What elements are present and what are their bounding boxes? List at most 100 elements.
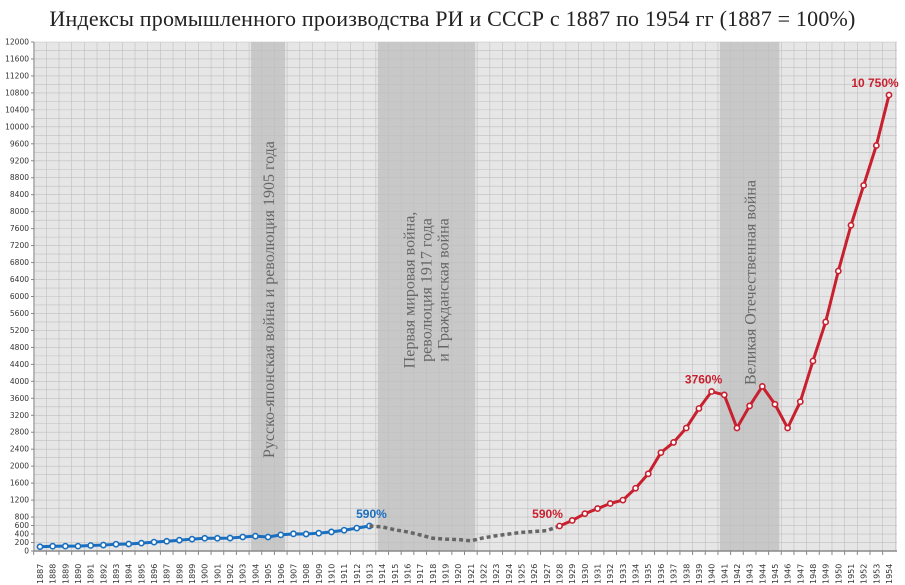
data-point bbox=[556, 522, 563, 530]
y-tick-label: 4400 bbox=[10, 360, 29, 369]
data-point bbox=[87, 542, 95, 549]
x-tick-label: 1892 bbox=[99, 564, 108, 584]
y-tick-label: 6000 bbox=[10, 292, 29, 301]
data-point bbox=[809, 357, 817, 365]
x-tick-label: 1926 bbox=[530, 564, 539, 584]
y-tick-label: 9200 bbox=[10, 156, 29, 165]
data-point bbox=[353, 524, 361, 532]
x-tick-label: 1932 bbox=[606, 564, 615, 584]
y-tick-label: 8000 bbox=[10, 207, 29, 216]
y-tick-label: 4000 bbox=[10, 377, 29, 386]
value-annotation: 590% bbox=[356, 507, 387, 521]
y-tick-label: 10000 bbox=[5, 122, 29, 131]
x-tick-label: 1920 bbox=[454, 564, 463, 584]
data-point bbox=[847, 221, 855, 229]
x-tick-label: 1949 bbox=[822, 564, 831, 584]
x-tick-label: 1928 bbox=[556, 564, 565, 584]
x-tick-label: 1889 bbox=[61, 564, 70, 584]
x-tick-label: 1947 bbox=[796, 564, 805, 584]
data-point bbox=[264, 533, 272, 541]
x-tick-label: 1911 bbox=[340, 564, 349, 584]
data-point bbox=[632, 484, 639, 492]
gridlines bbox=[33, 41, 897, 552]
data-point bbox=[74, 542, 82, 550]
y-tick-label: 200 bbox=[15, 538, 30, 547]
x-tick-label: 1919 bbox=[441, 564, 450, 584]
data-point bbox=[568, 517, 576, 524]
x-tick-label: 1946 bbox=[784, 564, 793, 584]
x-tick-label: 1901 bbox=[213, 564, 222, 584]
x-tick-label: 1945 bbox=[771, 564, 780, 584]
x-tick-label: 1891 bbox=[87, 564, 96, 584]
y-tick-label: 800 bbox=[15, 513, 30, 522]
y-tick-label: 9600 bbox=[10, 139, 29, 148]
data-point bbox=[796, 398, 804, 406]
data-point bbox=[150, 538, 158, 546]
x-tick-label: 1940 bbox=[708, 564, 717, 584]
data-point bbox=[834, 267, 842, 275]
data-point bbox=[214, 534, 221, 542]
x-tick-label: 1916 bbox=[403, 564, 412, 584]
y-tick-label: 4800 bbox=[10, 343, 29, 352]
x-tick-label: 1900 bbox=[201, 564, 210, 584]
y-tick-label: 1200 bbox=[10, 496, 29, 505]
x-tick-label: 1887 bbox=[36, 564, 45, 584]
data-point bbox=[581, 510, 589, 518]
y-tick-label: 6400 bbox=[10, 275, 29, 284]
data-point bbox=[61, 542, 69, 550]
data-point bbox=[112, 540, 120, 548]
x-tick-label: 1915 bbox=[391, 564, 400, 584]
y-tick-label: 400 bbox=[15, 530, 30, 539]
y-tick-label: 11600 bbox=[5, 54, 29, 63]
y-tick-label: 600 bbox=[15, 521, 30, 530]
y-tick-label: 12000 bbox=[5, 38, 29, 47]
x-tick-label: 1895 bbox=[137, 564, 146, 584]
x-tick-label: 1927 bbox=[543, 564, 552, 584]
data-point bbox=[733, 424, 741, 432]
data-point bbox=[682, 424, 690, 432]
y-tick-label: 2000 bbox=[10, 462, 29, 471]
data-point bbox=[771, 400, 779, 408]
x-tick-label: 1907 bbox=[289, 564, 298, 584]
data-point bbox=[36, 543, 44, 551]
x-tick-label: 1888 bbox=[49, 564, 58, 584]
x-tick-label: 1917 bbox=[416, 564, 425, 584]
data-point bbox=[188, 535, 196, 543]
x-tick-label: 1908 bbox=[302, 564, 311, 584]
x-tick-label: 1950 bbox=[834, 564, 843, 584]
x-tick-label: 1906 bbox=[277, 564, 286, 584]
x-tick-label: 1912 bbox=[353, 564, 362, 584]
x-tick-label: 1924 bbox=[505, 564, 514, 584]
y-tick-label: 7200 bbox=[10, 241, 29, 250]
x-tick-label: 1922 bbox=[480, 564, 489, 584]
x-tick-label: 1905 bbox=[264, 564, 273, 584]
data-point bbox=[594, 505, 601, 512]
x-tick-label: 1904 bbox=[251, 564, 260, 584]
x-tick-label: 1910 bbox=[327, 564, 336, 584]
x-tick-label: 1903 bbox=[239, 564, 248, 584]
x-tick-label: 1890 bbox=[74, 564, 83, 584]
x-tick-label: 1953 bbox=[872, 564, 881, 584]
y-tick-label: 5200 bbox=[10, 326, 29, 335]
data-point bbox=[328, 528, 335, 536]
x-tick-label: 1935 bbox=[644, 564, 653, 584]
y-tick-label: 10800 bbox=[5, 88, 29, 97]
x-tick-label: 1938 bbox=[682, 564, 691, 584]
event-band-labels: Русско-японская война и революция 1905 г… bbox=[261, 141, 760, 458]
data-point bbox=[606, 500, 614, 507]
y-tick-label: 3600 bbox=[10, 394, 29, 403]
data-point bbox=[885, 91, 893, 99]
data-point bbox=[784, 424, 792, 432]
data-point bbox=[619, 496, 627, 504]
data-point bbox=[226, 534, 234, 542]
x-tick-label: 1939 bbox=[695, 564, 704, 584]
data-point bbox=[137, 539, 145, 547]
y-tick-label: 3200 bbox=[10, 411, 29, 420]
x-tick-label: 1948 bbox=[809, 564, 818, 584]
data-point bbox=[340, 526, 348, 534]
band-label-ww1: Первая мировая война, bbox=[401, 212, 418, 369]
x-tick-label: 1921 bbox=[467, 564, 476, 584]
x-tick-label: 1923 bbox=[492, 564, 501, 584]
